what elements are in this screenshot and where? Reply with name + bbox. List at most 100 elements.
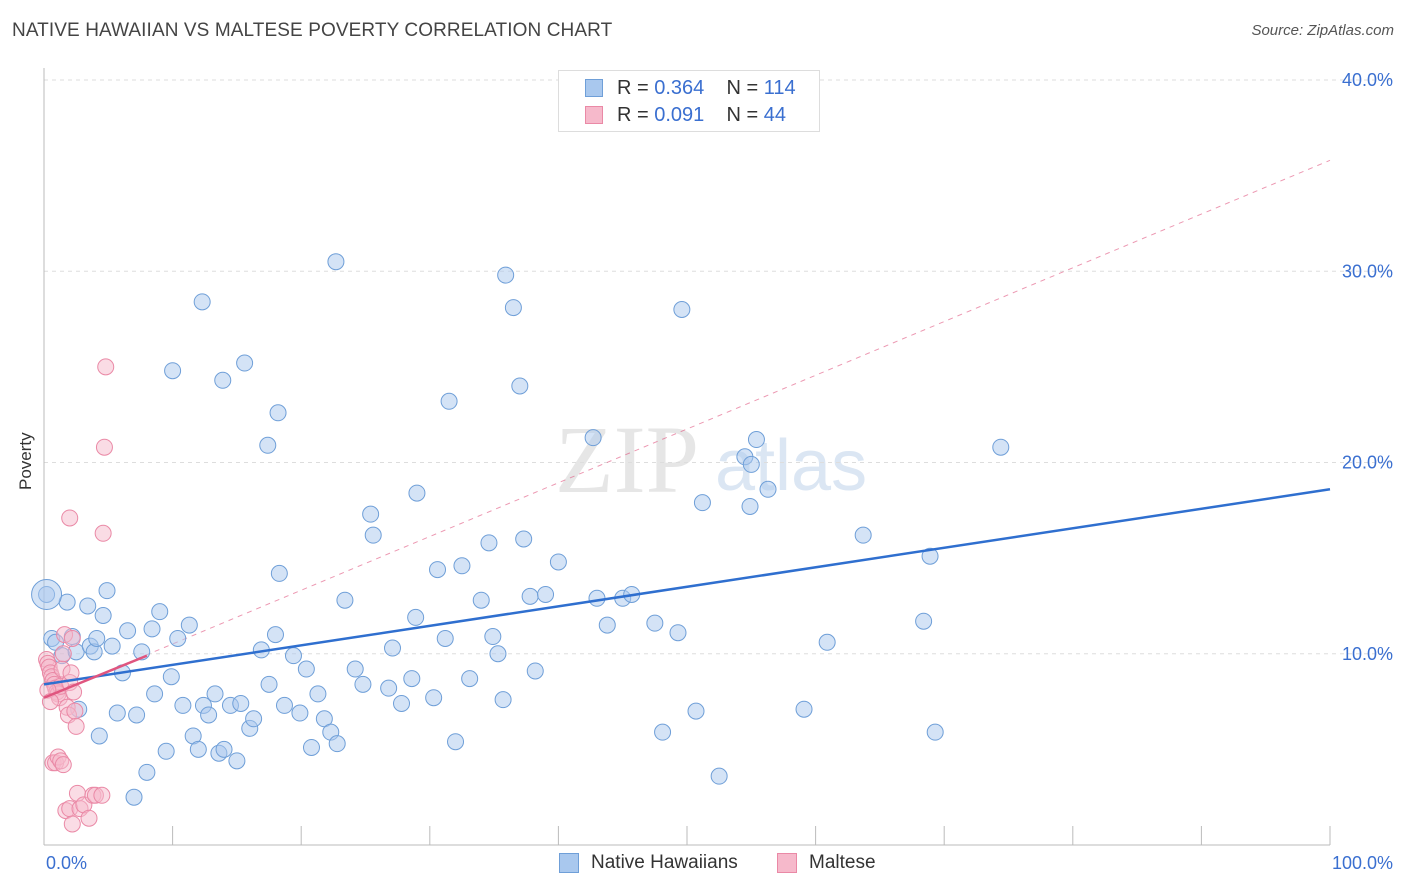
- stats-text: R = 0.091 N = 44: [617, 104, 787, 126]
- native-hawaiian-point: [94, 607, 112, 624]
- native-hawaiian-point: [795, 700, 813, 718]
- maltese-point: [54, 645, 72, 663]
- native-hawaiian-point: [380, 679, 398, 697]
- native-hawaiian-point: [598, 616, 616, 634]
- native-hawaiian-point: [436, 629, 454, 647]
- maltese-point: [63, 629, 81, 647]
- native-hawaiian-point: [180, 616, 198, 634]
- native-hawaiian-point: [921, 547, 939, 565]
- native-hawaiian-point: [260, 675, 278, 693]
- native-hawaiian-point: [270, 564, 288, 582]
- native-hawaiian-point: [654, 723, 672, 741]
- native-hawaiian-point: [297, 660, 315, 678]
- native-hawaiian-point: [336, 591, 354, 609]
- maltese-point: [95, 438, 113, 456]
- native-hawaiian-point: [259, 436, 277, 454]
- legend-swatch-blue: [559, 853, 579, 873]
- native-hawaiian-point: [511, 377, 529, 395]
- maltese-point: [63, 815, 81, 833]
- maltese-point: [93, 786, 111, 804]
- watermark-atlas: atlas: [715, 426, 867, 506]
- native-hawaiian-point: [693, 494, 711, 512]
- points-layer: [31, 253, 1010, 833]
- native-hawaiian-point: [494, 691, 512, 709]
- native-hawaiian-point: [364, 526, 382, 544]
- native-hawaiian-point: [472, 591, 490, 609]
- native-hawaiian-point: [393, 694, 411, 712]
- stats-text: R = 0.364 N = 114: [617, 77, 796, 99]
- native-hawaiian-point: [88, 629, 106, 647]
- native-hawaiian-point: [759, 480, 777, 498]
- native-hawaiian-point: [362, 505, 380, 523]
- native-hawaiian-point: [673, 301, 691, 318]
- x-tick-label: 0.0%: [46, 853, 87, 873]
- native-hawaiian-point: [926, 723, 944, 741]
- native-hawaiian-point: [164, 362, 182, 380]
- native-hawaiian-point: [537, 585, 555, 603]
- native-hawaiian-point-large: [31, 578, 63, 610]
- native-hawaiian-point: [854, 526, 872, 544]
- native-hawaiian-point: [992, 438, 1010, 456]
- native-hawaiian-point: [206, 685, 224, 703]
- maltese-point: [94, 524, 112, 542]
- native-hawaiian-point: [309, 685, 327, 703]
- native-hawaiian-point: [125, 788, 143, 806]
- native-hawaiian-point: [245, 710, 263, 728]
- native-hawaiian-point: [407, 608, 425, 626]
- native-hawaiian-point: [549, 553, 567, 571]
- native-hawaiian-point: [646, 614, 664, 632]
- native-hawaiian-point: [157, 742, 175, 760]
- native-hawaiian-point: [128, 706, 146, 724]
- y-tick-label: 20.0%: [1342, 453, 1393, 473]
- native-hawaiian-point: [169, 629, 187, 647]
- legend-swatch-blue: [585, 79, 603, 97]
- stats-legend: R = 0.364 N = 114 R = 0.091 N = 44: [558, 70, 820, 132]
- native-hawaiian-point: [526, 662, 544, 680]
- native-hawaiian-trend-line: [43, 488, 1331, 686]
- native-hawaiian-point: [484, 628, 502, 646]
- native-hawaiian-point: [138, 763, 156, 781]
- axes: [43, 68, 1331, 846]
- y-tick-label: 40.0%: [1342, 70, 1393, 90]
- native-hawaiian-point: [174, 696, 192, 714]
- native-hawaiian-point: [461, 670, 479, 688]
- native-hawaiian-point: [710, 767, 728, 785]
- native-hawaiian-point: [143, 620, 161, 638]
- native-hawaiian-point: [742, 455, 760, 473]
- native-hawaiian-point: [79, 597, 97, 615]
- native-hawaiian-point: [429, 561, 447, 579]
- native-hawaiian-point: [266, 626, 284, 644]
- source-label: Source: ZipAtlas.com: [1251, 22, 1394, 39]
- native-hawaiian-point: [588, 589, 606, 607]
- native-hawaiian-point: [741, 497, 759, 515]
- native-hawaiian-point: [346, 660, 364, 678]
- legend-label: Native Hawaiians: [591, 852, 738, 873]
- native-hawaiian-point: [818, 633, 836, 651]
- native-hawaiian-point: [425, 689, 443, 707]
- maltese-point: [80, 809, 98, 827]
- native-hawaiian-point: [489, 645, 507, 663]
- maltese-point: [61, 509, 79, 527]
- native-hawaiian-point: [215, 740, 233, 758]
- native-hawaiian-point: [408, 484, 426, 502]
- trend-extended-layer: [43, 159, 1331, 699]
- native-hawaiian-point: [151, 603, 169, 621]
- native-hawaiian-point: [284, 647, 302, 665]
- native-hawaiian-point: [302, 738, 320, 756]
- chart-title: NATIVE HAWAIIAN VS MALTESE POVERTY CORRE…: [12, 20, 613, 41]
- native-hawaiian-point: [189, 740, 207, 758]
- native-hawaiian-point: [328, 735, 346, 753]
- native-hawaiian-point: [747, 431, 765, 449]
- tick-labels: 10.0% 20.0% 30.0% 40.0% 0.0% 100.0%: [46, 70, 1393, 873]
- native-hawaiian-point: [403, 670, 421, 688]
- native-hawaiian-point: [354, 675, 372, 693]
- native-hawaiian-point: [214, 371, 232, 389]
- maltese-trend-extended: [43, 159, 1331, 699]
- native-hawaiian-point: [232, 694, 250, 712]
- native-hawaiian-point: [504, 299, 522, 317]
- legend-label: Maltese: [809, 852, 876, 873]
- y-tick-label: 30.0%: [1342, 261, 1393, 281]
- native-hawaiian-point: [200, 706, 218, 724]
- legend-swatch-pink: [777, 853, 797, 873]
